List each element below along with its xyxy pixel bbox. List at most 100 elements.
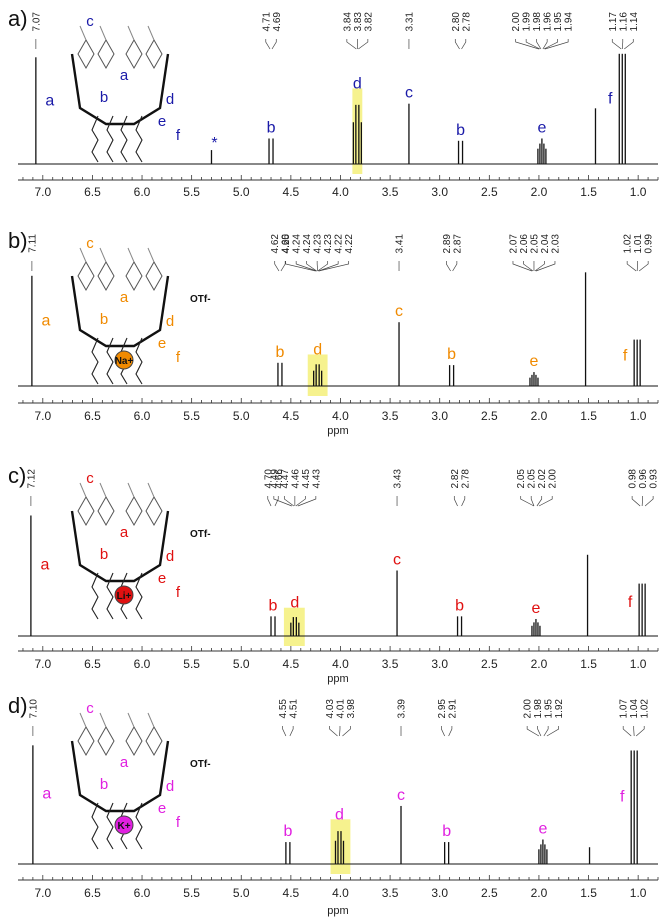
x-tick-label: 3.5 (382, 409, 399, 423)
aryl-ring (97, 495, 115, 527)
readout-bracket (542, 39, 548, 50)
ppm-readout: 4.60 (281, 234, 292, 254)
x-tick-label: 7.0 (34, 657, 51, 671)
x-tick-label: 2.0 (531, 185, 548, 199)
aryl-ring (97, 260, 115, 292)
structure-letter-f: f (176, 584, 181, 601)
peak-label: b (283, 823, 292, 840)
peak-label: f (608, 90, 613, 107)
peak-d-2 (313, 364, 323, 386)
ppm-readout: 4.01 (335, 699, 346, 719)
methoxy-arm (79, 712, 87, 728)
macrocycle-outline (70, 275, 170, 348)
readout-bracket (543, 726, 549, 737)
peak-b-1 (270, 616, 276, 636)
readout-bracket (282, 726, 287, 737)
structure-letter-f: f (176, 814, 181, 831)
readout-bracket (626, 261, 637, 272)
readout-bracket (452, 261, 458, 272)
readout-bracket (534, 261, 545, 272)
peak-e-6 (537, 138, 547, 164)
alkoxy-chain (135, 115, 143, 163)
x-tick-label: 6.0 (134, 886, 151, 900)
structure-letter-e: e (158, 570, 166, 587)
methoxy-arm (79, 482, 87, 498)
ppm-readout: 1.02 (640, 699, 651, 719)
x-tick-label: 2.5 (481, 185, 498, 199)
readout-bracket (446, 261, 451, 272)
ppm-readout: 1.17 (608, 12, 619, 32)
methoxy-arm (127, 482, 135, 498)
x-tick-label: 5.0 (233, 409, 250, 423)
readout-bracket (538, 496, 553, 507)
ppm-readout: 2.00 (548, 469, 559, 489)
aryl-ring (77, 38, 95, 70)
ppm-readout: 2.89 (442, 234, 453, 254)
cation-sphere (114, 585, 134, 605)
peak-b-2 (268, 138, 274, 164)
readout-bracket (546, 726, 559, 737)
alkoxy-chain (91, 337, 99, 385)
x-axis: 7.0 6.5 6.0 5.5 5.0 4.5 4.0 3.5 3.0 2.5 2.0 1.5 1.0 (18, 175, 659, 199)
structure-letter-e: e (158, 800, 166, 817)
macrocycle-outline (70, 740, 170, 813)
ppm-readout: 4.23 (323, 234, 334, 254)
aryl-ring (145, 38, 163, 70)
readout-bracket (342, 726, 351, 737)
peak-label: f (620, 789, 625, 806)
methoxy-arm (127, 712, 135, 728)
x-tick-label: 2.5 (481, 409, 498, 423)
peak-label: c (405, 85, 413, 102)
structure-letter-c: c (86, 470, 94, 487)
spectrum-panel-c: ab dcb e f7.12 4.70 4.664.49 4.47 4.46 4.45 4.43 3… (8, 463, 660, 685)
peak-label: d (313, 341, 322, 358)
ppm-readout: 2.02 (537, 469, 548, 489)
x-axis-title: ppm (327, 905, 348, 917)
ppm-readout: 0.96 (638, 469, 649, 489)
x-tick-label: 1.5 (580, 185, 597, 199)
x-tick-label: 1.0 (630, 185, 647, 199)
ppm-readout: 7.07 (31, 12, 42, 32)
peak-label: e (530, 353, 539, 370)
x-tick-label: 6.5 (84, 886, 101, 900)
ppm-readout: 2.78 (460, 469, 471, 489)
peak-label: a (41, 312, 50, 329)
peak-label: b (442, 823, 451, 840)
readout-bracket (536, 496, 543, 507)
peak-f-7 (630, 750, 638, 864)
readout-bracket (295, 261, 317, 272)
peak-b-4 (456, 616, 463, 636)
x-tick-label: 6.0 (134, 409, 151, 423)
ppm-readout: 1.99 (522, 12, 533, 32)
molecule-structure: Li+ c ab def (70, 470, 181, 620)
x-tick-label: 4.0 (332, 409, 349, 423)
aryl-ring (125, 260, 143, 292)
ppm-readout: 1.07 (619, 699, 630, 719)
ppm-readout: 1.92 (554, 699, 565, 719)
ppm-readout: 4.22 (334, 234, 345, 254)
peak-b-4 (444, 842, 450, 864)
aryl-ring (77, 260, 95, 292)
readout-bracket (644, 496, 654, 507)
aryl-ring (97, 725, 115, 757)
ppm-readout: 1.14 (629, 12, 640, 32)
structure-letter-a: a (120, 754, 129, 771)
x-tick-label: 5.5 (183, 185, 200, 199)
cation-label: Li+ (117, 591, 132, 602)
x-tick-label: 2.0 (531, 409, 548, 423)
structure-letter-a: a (120, 289, 129, 306)
structure-letter-c: c (86, 13, 94, 30)
peak-label: b (447, 346, 456, 363)
aryl-ring (77, 495, 95, 527)
x-tick-label: 3.5 (382, 886, 399, 900)
cation-sphere (114, 350, 134, 370)
structure-letter-d: d (166, 778, 174, 795)
peak-label: b (269, 597, 278, 614)
ppm-readout: 3.83 (353, 12, 364, 32)
peak-b-1 (277, 362, 283, 386)
peak-label: a (45, 92, 54, 109)
x-tick-label: 3.0 (431, 657, 448, 671)
peak-label: b (455, 597, 464, 614)
ppm-readout: 4.46 (290, 469, 301, 489)
panel-label: d) (8, 693, 28, 718)
